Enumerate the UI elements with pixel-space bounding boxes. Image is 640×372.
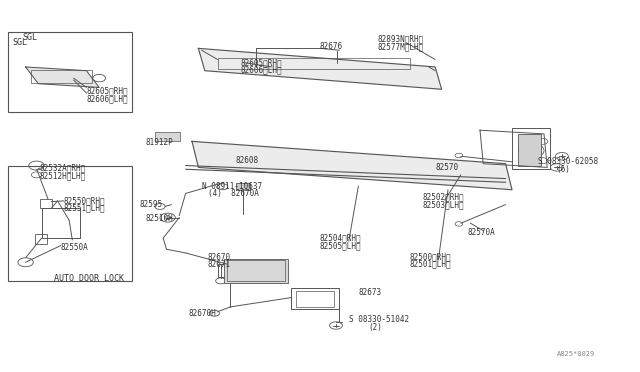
Text: 82551〈LH〉: 82551〈LH〉 <box>64 204 106 213</box>
Bar <box>218 264 234 277</box>
Bar <box>512 128 550 169</box>
Text: 82670H: 82670H <box>189 309 216 318</box>
Bar <box>224 259 288 283</box>
Bar <box>291 288 339 309</box>
Text: 82570A: 82570A <box>467 228 495 237</box>
Text: 82532A〈RH〉: 82532A〈RH〉 <box>40 164 86 173</box>
Bar <box>296 291 334 307</box>
Text: SGL: SGL <box>13 38 28 47</box>
Text: 82512H〈LH〉: 82512H〈LH〉 <box>40 171 86 180</box>
Text: 82671: 82671 <box>208 260 231 269</box>
Text: 82505〈LH〉: 82505〈LH〉 <box>320 241 362 250</box>
Bar <box>31 70 92 83</box>
Text: 82510H: 82510H <box>146 214 173 223</box>
Text: 82608: 82608 <box>236 156 259 165</box>
Text: AUTO DOOR LOCK: AUTO DOOR LOCK <box>54 274 124 283</box>
Bar <box>236 183 250 190</box>
Text: 82503〈LH〉: 82503〈LH〉 <box>422 200 464 209</box>
Text: 82606〈LH〉: 82606〈LH〉 <box>241 65 282 74</box>
Text: 82606〈LH〉: 82606〈LH〉 <box>86 94 128 103</box>
Text: 82676: 82676 <box>320 42 343 51</box>
Text: 82570: 82570 <box>435 163 458 172</box>
Bar <box>8 32 132 112</box>
Bar <box>35 234 47 244</box>
Polygon shape <box>198 48 442 89</box>
Text: S 08330-62058: S 08330-62058 <box>538 157 598 166</box>
Text: 82893N〈RH〉: 82893N〈RH〉 <box>378 35 424 44</box>
Text: 82550A: 82550A <box>61 243 88 252</box>
Text: 82504〈RH〉: 82504〈RH〉 <box>320 234 362 243</box>
Bar <box>155 132 180 141</box>
Text: 82500〈RH〉: 82500〈RH〉 <box>410 252 451 261</box>
Text: 82550〈RH〉: 82550〈RH〉 <box>64 196 106 205</box>
Text: (6): (6) <box>557 165 571 174</box>
Text: (2): (2) <box>368 323 382 332</box>
Text: A825*0029: A825*0029 <box>557 351 595 357</box>
Polygon shape <box>26 67 99 87</box>
Text: 82502〈RH〉: 82502〈RH〉 <box>422 193 464 202</box>
Bar <box>8 166 132 281</box>
Text: N 08911-10637: N 08911-10637 <box>202 182 262 190</box>
Text: 82673: 82673 <box>358 288 381 296</box>
Bar <box>518 134 541 166</box>
Bar <box>227 260 285 281</box>
Polygon shape <box>192 141 512 190</box>
Text: 82577M〈LH〉: 82577M〈LH〉 <box>378 42 424 51</box>
Text: SGL: SGL <box>22 33 37 42</box>
Text: (4)  82670A: (4) 82670A <box>208 189 259 198</box>
Text: 82605〈RH〉: 82605〈RH〉 <box>241 58 282 67</box>
Bar <box>40 199 52 208</box>
Text: 82595: 82595 <box>140 200 163 209</box>
Text: 82501〈LH〉: 82501〈LH〉 <box>410 260 451 269</box>
Text: 82605〈RH〉: 82605〈RH〉 <box>86 87 128 96</box>
Bar <box>218 58 410 69</box>
Text: 81912P: 81912P <box>146 138 173 147</box>
Bar <box>42 208 80 238</box>
Text: S 08330-51042: S 08330-51042 <box>349 315 409 324</box>
Text: 82670: 82670 <box>208 253 231 262</box>
